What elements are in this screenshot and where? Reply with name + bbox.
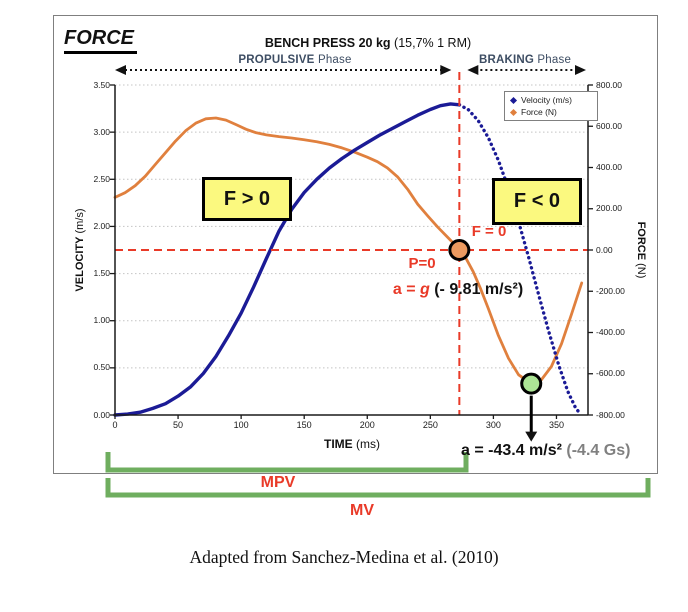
y-left-tick-label: 0.50 bbox=[93, 362, 110, 373]
figure-title: FORCE bbox=[64, 27, 137, 54]
y-right-tick-label: 0.00 bbox=[596, 244, 613, 255]
gravity-label-value: (- 9.81 m/s²) bbox=[429, 281, 524, 298]
y-left-tick-label: 2.00 bbox=[93, 220, 110, 231]
caption: Adapted from Sanchez-Medina et al. (2010… bbox=[189, 547, 499, 567]
force-positive-box: F > 0 bbox=[202, 177, 292, 221]
chart-title: BENCH PRESS 20 kg (15,7% 1 RM) bbox=[228, 36, 508, 50]
y-right-tick-label: -200.00 bbox=[596, 285, 625, 296]
x-tick-label: 200 bbox=[359, 420, 375, 430]
force-negative-box: F < 0 bbox=[492, 178, 582, 225]
legend-item-0: Velocity (m/s) bbox=[509, 94, 593, 106]
mpv-label: MPV bbox=[260, 474, 296, 491]
legend-label: Velocity (m/s) bbox=[521, 95, 573, 105]
braking-phase-tail: Phase bbox=[534, 54, 572, 66]
x-tick-label: 0 bbox=[112, 420, 118, 430]
y-right-tick-label: -800.00 bbox=[596, 409, 625, 420]
y-left-tick-label: 0.00 bbox=[93, 409, 110, 420]
propulsive-phase-label: PROPULSIVE Phase bbox=[175, 54, 415, 66]
propulsive-phase-bold: PROPULSIVE bbox=[238, 54, 315, 66]
y-right-tick-label: 600.00 bbox=[596, 120, 622, 131]
braking-acceleration-label: a = -43.4 m/s² (-4.4 Gs) bbox=[461, 442, 630, 460]
x-axis-title-bold: TIME bbox=[324, 437, 353, 451]
y-left-tick-label: 1.50 bbox=[93, 268, 110, 279]
y-right-tick-label: 800.00 bbox=[596, 79, 622, 90]
legend-marker-diamond bbox=[509, 96, 518, 104]
braking-phase-bold: BRAKING bbox=[478, 54, 535, 66]
power-zero-label: P=0 bbox=[408, 255, 436, 272]
chart-title-tail: (15,7% 1 RM) bbox=[390, 36, 472, 50]
legend-label: Force (N) bbox=[521, 107, 557, 117]
x-axis-title: TIME (ms) bbox=[252, 437, 452, 451]
braking-arrow-left-head bbox=[467, 65, 479, 75]
x-tick-label: 100 bbox=[233, 420, 249, 430]
velocity-curve-braking-dotted bbox=[457, 103, 583, 416]
force-negative-label: F < 0 bbox=[513, 190, 561, 212]
force-curve bbox=[113, 116, 584, 385]
braking-arrow-right-head bbox=[575, 65, 586, 75]
force-zero-label: F = 0 bbox=[471, 223, 507, 240]
propulsive-phase-tail: Phase bbox=[314, 54, 352, 66]
gravity-label-red: a = bbox=[392, 281, 420, 298]
force-positive-label: F > 0 bbox=[223, 187, 271, 210]
legend-item-1: Force (N) bbox=[509, 106, 593, 118]
y-left-tick-label: 3.00 bbox=[93, 126, 110, 137]
legend: Velocity (m/s) Force (N) bbox=[504, 91, 598, 121]
mv-bracket bbox=[105, 478, 651, 498]
y-right-tick-label: 200.00 bbox=[596, 203, 622, 214]
braking-acceleration-value: a = -43.4 m/s² bbox=[461, 442, 562, 459]
x-tick-label: 300 bbox=[485, 420, 501, 430]
legend-marker-diamond bbox=[509, 108, 518, 116]
x-tick-label: 150 bbox=[296, 420, 312, 430]
mpv-bracket bbox=[105, 452, 469, 473]
x-axis-title-tail: (ms) bbox=[352, 437, 380, 451]
propulsive-arrow-right-head bbox=[440, 65, 452, 75]
chart-title-bold: BENCH PRESS 20 kg bbox=[264, 36, 391, 50]
y-left-tick-label: 2.50 bbox=[93, 173, 110, 184]
x-tick-label: 250 bbox=[422, 420, 438, 430]
p-zero-point bbox=[448, 239, 471, 261]
braking-phase-label: BRAKING Phase bbox=[435, 54, 615, 66]
x-tick-label: 50 bbox=[173, 420, 184, 430]
min-force-arrow-head bbox=[525, 431, 538, 442]
propulsive-arrow-left-head bbox=[115, 65, 126, 75]
y-right-tick-label: -400.00 bbox=[596, 327, 625, 337]
y-left-axis-title-bold: VELOCITY bbox=[74, 236, 86, 292]
y-right-axis-title-tail: (N) bbox=[635, 260, 647, 279]
gravity-acceleration-label: a = g (- 9.81 m/s²) bbox=[338, 281, 578, 299]
y-left-tick-label: 1.00 bbox=[93, 315, 110, 326]
y-left-tick-label: 3.50 bbox=[93, 79, 110, 90]
y-right-tick-label: 400.00 bbox=[596, 162, 622, 172]
gravity-label-g: g bbox=[420, 281, 430, 298]
mv-label: MV bbox=[350, 502, 374, 519]
min-force-point bbox=[520, 372, 543, 395]
y-right-tick-label: -600.00 bbox=[596, 368, 625, 379]
braking-acceleration-gs: (-4.4 Gs) bbox=[561, 442, 631, 459]
x-tick-label: 350 bbox=[548, 420, 564, 430]
